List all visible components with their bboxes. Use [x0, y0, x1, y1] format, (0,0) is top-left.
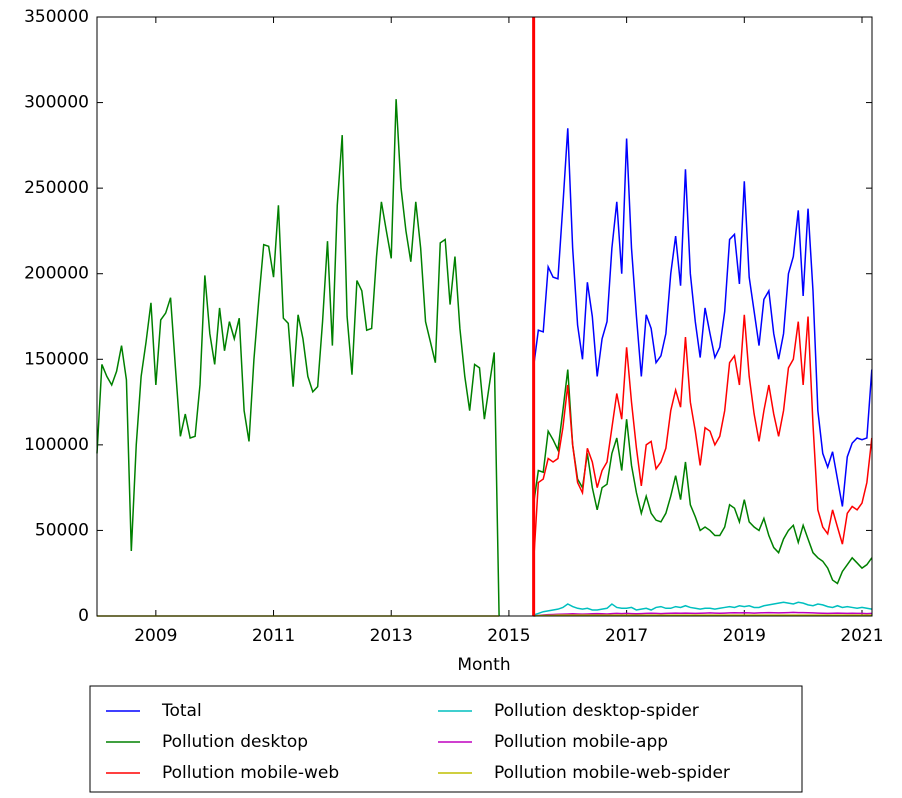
legend-box	[89, 685, 803, 793]
x-tick-label: 2013	[370, 626, 413, 646]
series-line	[533, 611, 872, 617]
x-tick-label: 2017	[605, 626, 648, 646]
legend-label: Pollution desktop	[162, 732, 308, 752]
series-line	[532, 314, 873, 565]
x-axis-label: Month	[457, 655, 510, 675]
legend-label: Pollution mobile-web	[162, 763, 339, 783]
x-tick-label: 2019	[723, 626, 766, 646]
series-line	[532, 369, 873, 585]
x-tick-label: 2009	[134, 626, 177, 646]
y-tick-label: 100000	[24, 435, 89, 455]
series-line	[532, 128, 873, 507]
legend-label: Pollution desktop-spider	[494, 701, 699, 721]
y-tick-label: 250000	[24, 178, 89, 198]
y-tick-label: 0	[78, 606, 89, 626]
legend-label: Total	[161, 701, 202, 721]
series-line	[96, 99, 500, 617]
x-tick-label: 2021	[840, 626, 883, 646]
y-tick-label: 150000	[24, 349, 89, 369]
y-tick-label: 350000	[24, 7, 89, 27]
y-tick-label: 200000	[24, 264, 89, 284]
plot-frame	[96, 16, 873, 617]
legend-label: Pollution mobile-app	[494, 732, 668, 752]
series-line	[533, 601, 872, 616]
x-tick-label: 2011	[252, 626, 295, 646]
y-tick-label: 50000	[35, 520, 89, 540]
y-tick-label: 300000	[24, 93, 89, 113]
legend-label: Pollution mobile-web-spider	[494, 763, 730, 783]
series-line	[533, 614, 872, 617]
x-tick-label: 2015	[487, 626, 530, 646]
